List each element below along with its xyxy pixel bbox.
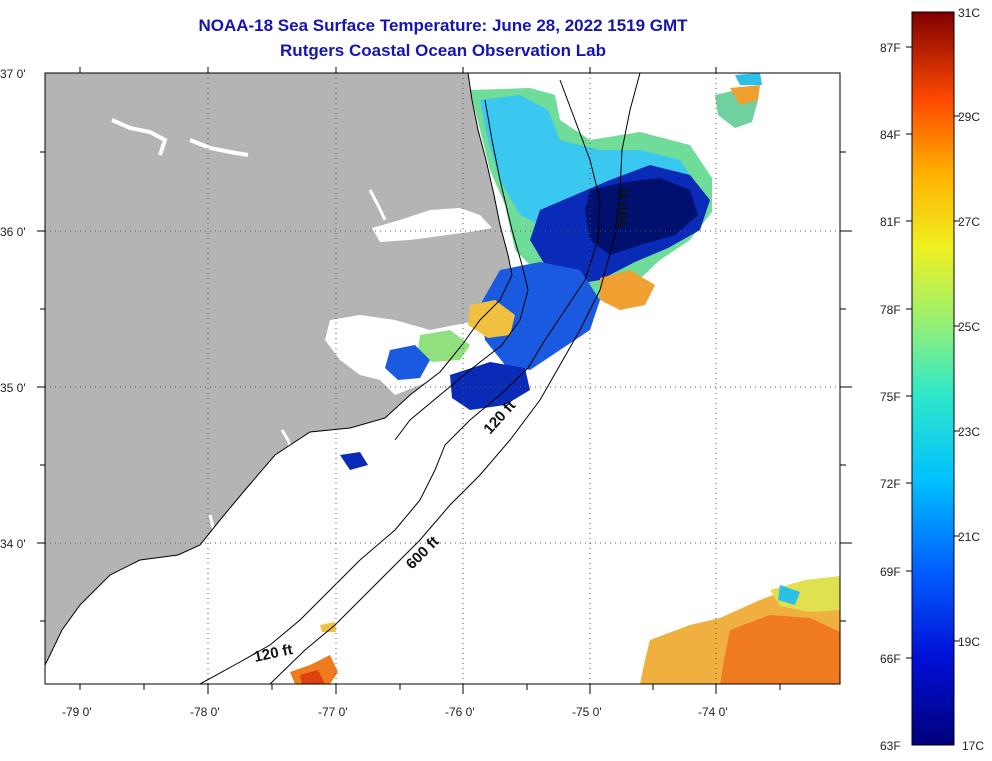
- lon-label-78: -78 0': [190, 705, 220, 719]
- river-4: [280, 429, 294, 453]
- lat-label-36: 36 0': [0, 225, 26, 239]
- lon-label-74: -74 0': [698, 705, 728, 719]
- cb-f-78: 78F: [880, 303, 901, 317]
- river-1: [111, 118, 168, 156]
- cb-c-23: 23C: [958, 425, 980, 439]
- lat-label-35: 35 0': [0, 381, 26, 395]
- river-2: [189, 138, 249, 157]
- lat-label-34: 34 0': [0, 537, 26, 551]
- cb-c-31: 31C: [958, 6, 980, 20]
- cb-f-84: 84F: [880, 128, 901, 142]
- sst-data: [290, 73, 840, 684]
- isobath-120ft: [199, 79, 601, 684]
- lon-label-75: -75 0': [572, 705, 602, 719]
- cb-f-75: 75F: [880, 390, 901, 404]
- lon-label-79: -79 0': [62, 705, 92, 719]
- cb-f-87: 87F: [880, 41, 901, 55]
- river-5: [208, 514, 217, 561]
- river-3: [368, 189, 387, 221]
- cb-f-66: 66F: [880, 652, 901, 666]
- cb-f-63: 63F: [880, 739, 901, 753]
- cb-c-25: 25C: [958, 320, 980, 334]
- cb-c-17: 17C: [962, 739, 984, 753]
- coastline: [45, 73, 513, 666]
- cb-c-21: 21C: [958, 530, 980, 544]
- frame-ticks: [37, 67, 852, 694]
- cb-c-29: 29C: [958, 110, 980, 124]
- map-title: NOAA-18 Sea Surface Temperature: June 28…: [198, 16, 688, 35]
- colorbar-ticks: [906, 46, 960, 659]
- albemarle-sound: [372, 208, 492, 242]
- cb-f-72: 72F: [880, 477, 901, 491]
- cb-f-81: 81F: [880, 215, 901, 229]
- map-frame: [44, 72, 841, 685]
- lon-label-76: -76 0': [445, 705, 475, 719]
- isobath-600ft: [269, 73, 641, 684]
- cb-c-27: 27C: [958, 215, 980, 229]
- cb-c-19: 19C: [958, 635, 980, 649]
- contour-label-600ft-n: 600 ft: [613, 188, 633, 229]
- lon-label-77: -77 0': [318, 705, 348, 719]
- lat-label-37: 37 0': [0, 67, 26, 81]
- land-mass: [45, 73, 512, 665]
- map-subtitle: Rutgers Coastal Ocean Observation Lab: [280, 41, 606, 60]
- colorbar: [911, 11, 955, 746]
- cb-f-69: 69F: [880, 565, 901, 579]
- graticule: [45, 73, 840, 684]
- outer-banks: [394, 99, 529, 441]
